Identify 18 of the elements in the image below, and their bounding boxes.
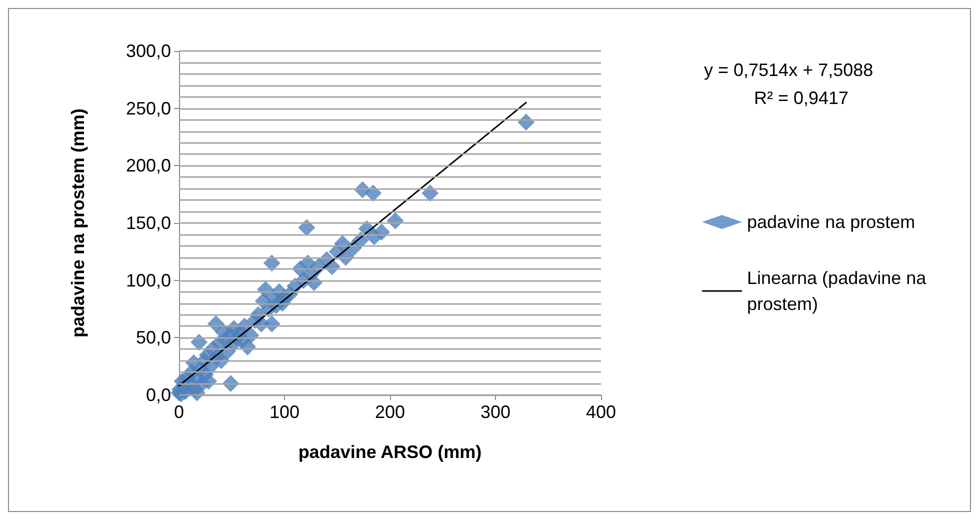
y-axis-title: padavine na prostem (mm) (68, 108, 88, 338)
x-tick-label: 100 (269, 402, 300, 422)
x-tick-label: 300 (480, 402, 511, 422)
y-tick-label: 50,0 (136, 328, 171, 348)
y-tick-label: 0,0 (146, 385, 171, 405)
text: R² = 0,9417 (754, 88, 849, 108)
y-tick-label: 100,0 (126, 270, 171, 290)
x-tick-label: 0 (174, 402, 184, 422)
y-tick-label: 150,0 (126, 213, 171, 233)
x-tick-label: 400 (586, 402, 616, 422)
legend-label: padavine na prostem (747, 212, 916, 232)
x-tick-label: 200 (374, 402, 406, 422)
y-tick-label: 250,0 (126, 98, 171, 118)
x-axis-title: padavine ARSO (mm) (298, 442, 482, 462)
y-tick-label: 200,0 (126, 156, 171, 176)
text: y = 0,7514x + 7,5088 (704, 60, 874, 80)
legend-label: Linearna (padavine na prostem) (747, 268, 932, 314)
y-tick-label: 300,0 (126, 41, 171, 61)
